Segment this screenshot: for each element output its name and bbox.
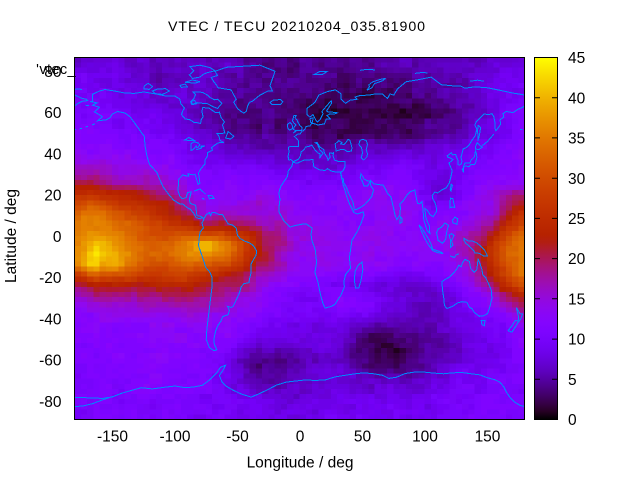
svg-text:25: 25 [568,211,585,228]
svg-text:0: 0 [568,412,577,429]
svg-text:15: 15 [568,291,585,308]
svg-text:100: 100 [412,429,438,446]
svg-text:45: 45 [568,50,585,67]
svg-text:60: 60 [44,105,62,122]
svg-text:20: 20 [44,188,62,205]
svg-text:0: 0 [53,229,62,246]
svg-text:-60: -60 [39,353,62,370]
svg-text:40: 40 [568,90,586,107]
svg-text:Longitude / deg: Longitude / deg [247,455,354,472]
svg-text:-50: -50 [226,429,249,446]
svg-text:Latitude / deg: Latitude / deg [3,189,20,283]
svg-text:80: 80 [44,64,62,81]
svg-text:-20: -20 [39,270,62,287]
svg-text:40: 40 [44,146,62,163]
svg-text:VTEC / TECU 20210204_035.81900: VTEC / TECU 20210204_035.81900 [168,19,426,35]
svg-text:'vtec_: 'vtec_ [36,62,76,78]
svg-text:-80: -80 [39,394,62,411]
svg-text:50: 50 [354,429,372,446]
svg-text:-150: -150 [97,429,128,446]
svg-text:-40: -40 [39,311,62,328]
svg-text:35: 35 [568,131,585,148]
svg-text:0: 0 [296,429,305,446]
svg-text:10: 10 [568,332,586,349]
svg-text:-100: -100 [159,429,190,446]
svg-text:20: 20 [568,251,586,268]
svg-text:5: 5 [568,372,577,389]
svg-text:30: 30 [568,171,586,188]
svg-text:150: 150 [475,429,501,446]
